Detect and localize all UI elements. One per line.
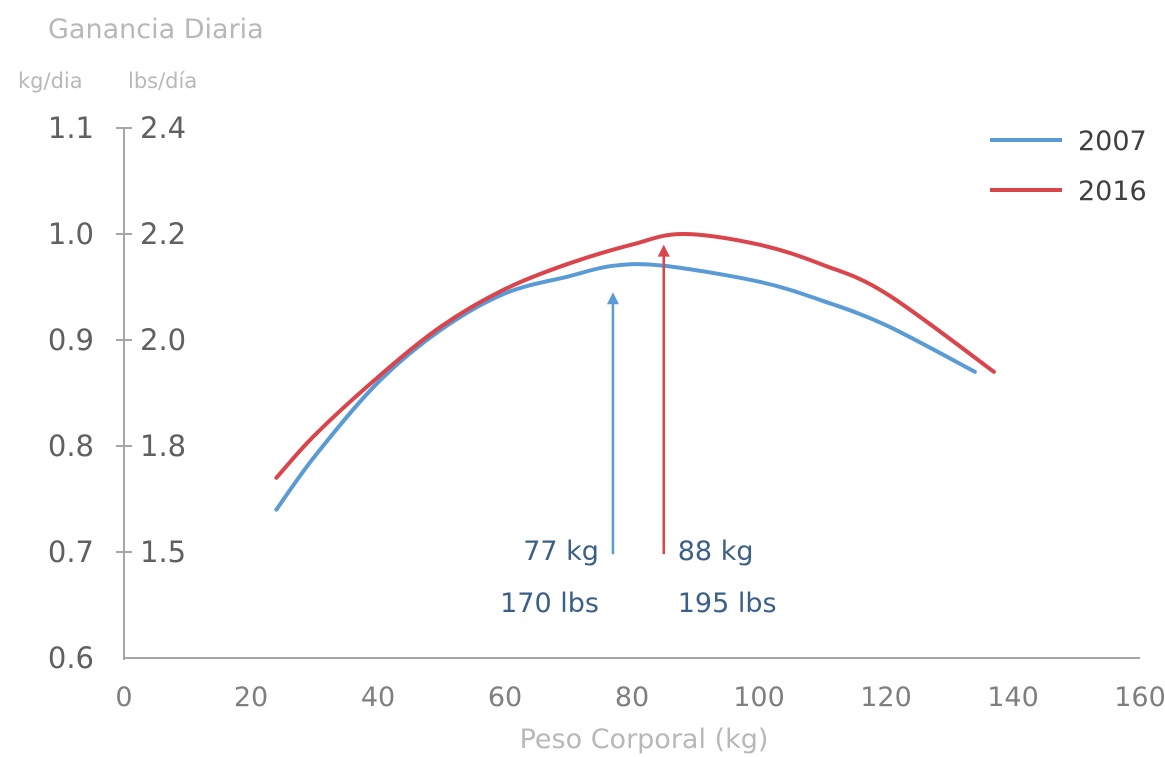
annotation-label-2016: 195 lbs	[678, 588, 777, 619]
legend: 2007 2016	[990, 126, 1147, 207]
series-line-2016	[274, 231, 996, 480]
legend-label-2007: 2007	[1078, 126, 1147, 157]
y-tick-label-kg: 0.7	[48, 535, 94, 569]
x-axis-label: Peso Corporal (kg)	[520, 724, 769, 755]
annotation-label-2007: 170 lbs	[500, 588, 599, 619]
x-tick-label: 140	[987, 682, 1039, 713]
x-ticks: 0 20 40 60 80 100 120 140 160	[115, 682, 1165, 713]
x-tick-label: 20	[234, 682, 268, 713]
y-unit-lbs: lbs/día	[128, 69, 197, 93]
chart-title: Ganancia Diaria	[48, 14, 264, 45]
y-tick-label-kg: 0.9	[48, 323, 94, 357]
series-layer	[274, 231, 996, 512]
annotation-label-2007: 77 kg	[523, 536, 599, 567]
x-tick-label: 60	[488, 682, 522, 713]
series-line-2007	[274, 262, 977, 512]
y-tick-label-lbs: 1.8	[140, 429, 186, 463]
x-tick-label: 40	[361, 682, 395, 713]
y-ticks: 0.6 0.7 1.5 0.8 1.8 0.9 2.0 1.0 2.2 1.1 2.4	[48, 111, 186, 675]
legend-label-2016: 2016	[1078, 176, 1147, 207]
y-tick-label-kg: 0.8	[48, 429, 94, 463]
x-tick-label: 120	[860, 682, 912, 713]
y-tick-label-kg: 0.6	[48, 641, 94, 675]
x-tick-label: 80	[615, 682, 649, 713]
y-tick-label-kg: 1.1	[48, 111, 94, 145]
annotation-arrowhead-2016	[657, 244, 670, 257]
y-unit-kg: kg/dia	[18, 69, 83, 93]
y-tick-label-kg: 1.0	[48, 217, 94, 251]
y-tick-label-lbs: 1.5	[140, 535, 186, 569]
annotation-label-2016: 88 kg	[678, 536, 754, 567]
x-tick-label: 160	[1114, 682, 1165, 713]
annotations: 77 kg 170 lbs 88 kg 195 lbs	[500, 244, 777, 619]
y-tick-label-lbs: 2.0	[140, 323, 186, 357]
y-tick-label-lbs: 2.4	[140, 111, 186, 145]
annotation-arrowhead-2007	[606, 292, 619, 305]
x-tick-label: 100	[733, 682, 785, 713]
y-tick-label-lbs: 2.2	[140, 217, 186, 251]
x-tick-label: 0	[115, 682, 132, 713]
